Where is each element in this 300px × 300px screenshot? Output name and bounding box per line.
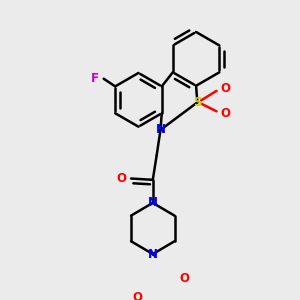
- Text: N: N: [148, 196, 158, 209]
- Text: O: O: [116, 172, 126, 185]
- Text: F: F: [91, 72, 99, 85]
- Text: N: N: [148, 248, 158, 260]
- Text: S: S: [193, 96, 202, 109]
- Text: O: O: [220, 107, 230, 120]
- Text: O: O: [132, 291, 142, 300]
- Text: O: O: [220, 82, 230, 95]
- Text: O: O: [179, 272, 189, 285]
- Text: N: N: [155, 123, 166, 136]
